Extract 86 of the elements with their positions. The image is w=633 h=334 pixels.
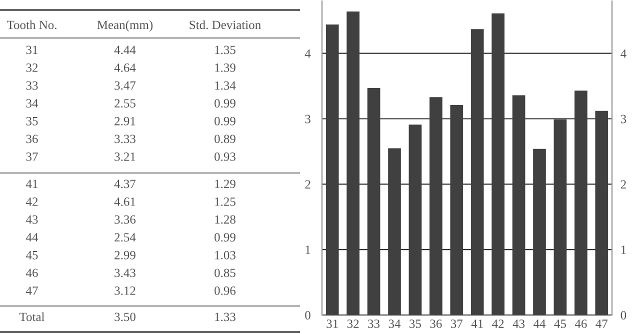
text: Total <box>19 312 44 322</box>
x-tick-label: 47 <box>596 320 608 328</box>
text: 0.85 <box>214 268 236 278</box>
text: 3.12 <box>114 286 136 295</box>
x-tick-label: 33 <box>368 320 380 328</box>
text: 2.54 <box>114 233 136 242</box>
bar <box>388 148 401 315</box>
y2-tick-label: 3 <box>620 114 626 124</box>
text: 32 <box>26 64 38 72</box>
x-tick-label: 36 <box>430 320 442 328</box>
text: 31 <box>26 46 38 54</box>
y-tick-label: 2 <box>305 180 310 189</box>
y-tick-label: 4 <box>304 49 311 58</box>
bar <box>408 124 422 315</box>
text: 3.43 <box>114 268 136 278</box>
x-tick-label: 45 <box>554 320 566 328</box>
text: Tooth No. <box>6 20 56 30</box>
text: 3.36 <box>114 215 136 224</box>
bar <box>430 97 442 315</box>
text: Mean(mm) <box>97 20 153 32</box>
x-tick-label: 34 <box>388 320 401 328</box>
text: 1.33 <box>215 312 236 322</box>
text: 4.61 <box>114 198 136 206</box>
x-tick-label: 37 <box>450 320 463 328</box>
text: 2.55 <box>114 99 136 108</box>
text: 1.39 <box>215 64 236 72</box>
text: 1.25 <box>215 198 236 206</box>
bar <box>346 11 360 315</box>
text: 1.03 <box>215 250 236 260</box>
bar <box>470 29 484 315</box>
text: 45 <box>26 250 38 260</box>
y-tick-label: 1 <box>306 246 310 254</box>
text: 0.99 <box>214 99 236 108</box>
bar <box>533 148 546 315</box>
text: 3.33 <box>114 134 136 144</box>
bar <box>595 110 608 315</box>
text: 46 <box>26 268 38 278</box>
text: 0.89 <box>214 134 236 144</box>
text: 2.99 <box>114 250 136 260</box>
text: 41 <box>26 180 38 188</box>
text: Std. Deviation <box>190 20 261 30</box>
x-tick-label: 41 <box>471 320 483 328</box>
bar <box>492 13 504 315</box>
x-tick-label: 46 <box>574 320 587 328</box>
x-tick-label: 35 <box>410 320 421 328</box>
y2-tick-label: 0 <box>620 311 626 320</box>
x-tick-label: 44 <box>533 320 546 328</box>
bar <box>326 24 339 315</box>
text: 1.29 <box>215 180 236 188</box>
text: 1.35 <box>215 46 236 54</box>
bar <box>512 95 526 315</box>
text: 4.44 <box>114 46 136 54</box>
text: 0.93 <box>214 152 236 161</box>
y2-tick-label: 1 <box>621 246 626 254</box>
bar <box>554 119 567 315</box>
y-tick-label: 0 <box>305 311 310 320</box>
x-tick-label: 32 <box>347 320 359 328</box>
text: 37 <box>26 152 38 161</box>
text: 34 <box>26 99 38 108</box>
x-tick-label: 43 <box>512 320 525 328</box>
text: 44 <box>26 233 38 242</box>
y-tick-label: 3 <box>305 114 310 124</box>
bar <box>367 88 380 315</box>
text: 33 <box>26 81 38 90</box>
y2-tick-label: 4 <box>620 49 626 58</box>
bar <box>574 90 588 315</box>
text: 1.34 <box>215 81 236 90</box>
text: 2.91 <box>114 116 136 126</box>
text: 0.99 <box>214 233 236 242</box>
text: 43 <box>26 215 38 224</box>
text: 3.21 <box>114 152 136 161</box>
text: 3.47 <box>114 81 136 90</box>
text: 42 <box>26 198 38 206</box>
x-tick-label: 31 <box>326 320 338 328</box>
text: 35 <box>26 116 38 126</box>
text: 1.28 <box>215 215 236 224</box>
text: 4.37 <box>114 180 136 188</box>
text: 36 <box>26 134 38 144</box>
y2-tick-label: 2 <box>620 180 626 189</box>
text: 0.99 <box>214 116 236 126</box>
bar <box>450 105 464 315</box>
text: 47 <box>26 286 38 295</box>
text: 4.64 <box>114 64 136 72</box>
text: 0.96 <box>214 286 236 295</box>
x-tick-label: 42 <box>492 320 504 328</box>
text: 3.50 <box>114 312 136 322</box>
